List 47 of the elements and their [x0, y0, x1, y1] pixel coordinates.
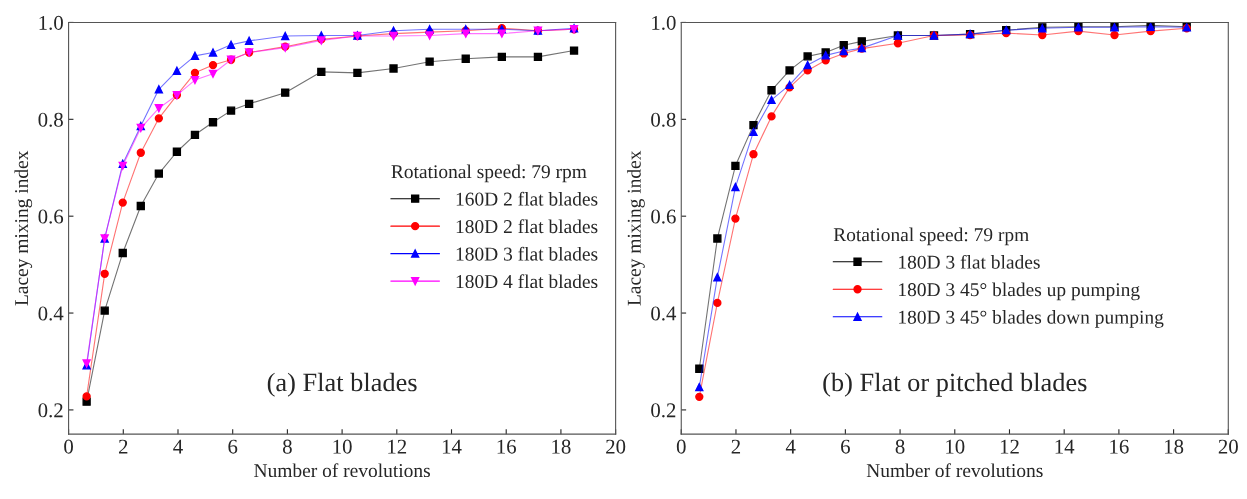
- x-tick-label: 10: [946, 439, 965, 454]
- x-tick-label: 0: [64, 439, 73, 454]
- x-tick-label: 4: [785, 439, 796, 454]
- legend-title: Rotational speed: 79 rpm: [391, 164, 587, 183]
- y-tick-label: 0.6: [651, 209, 676, 224]
- annotation: (b) Flat or pitched blades: [823, 372, 1087, 397]
- legend-label: 180D 3 flat blades: [456, 246, 598, 261]
- x-tick-label: 14: [1055, 439, 1075, 454]
- x-axis-title: Number of revolutions: [254, 463, 430, 478]
- x-tick-label: 2: [731, 439, 741, 454]
- x-tick-label: 0: [676, 439, 686, 454]
- legend-label: 160D 2 flat blades: [456, 191, 598, 206]
- x-tick-label: 20: [1218, 439, 1238, 454]
- y-tick-label: 1.0: [652, 15, 676, 30]
- y-tick-label: 0.8: [651, 112, 676, 127]
- x-tick-label: 16: [497, 439, 517, 454]
- x-tick-label: 4: [173, 439, 183, 454]
- legend-label: 180D 3 flat blades: [899, 254, 1040, 269]
- y-axis-title: Lacey mixing index: [627, 150, 645, 306]
- x-tick-label: 16: [1110, 439, 1129, 454]
- annotation: (a) Flat blades: [267, 372, 417, 397]
- x-tick-label: 20: [606, 439, 626, 454]
- x-tick-label: 14: [442, 439, 462, 454]
- y-tick-label: 0.2: [38, 403, 63, 418]
- y-tick-label: 1.0: [39, 15, 63, 30]
- x-tick-label: 8: [282, 439, 292, 454]
- x-tick-label: 18: [552, 439, 571, 454]
- legend-label: 180D 3 45° blades up pumping: [899, 282, 1140, 301]
- x-tick-label: 12: [388, 439, 407, 454]
- x-tick-label: 10: [333, 439, 352, 454]
- y-tick-label: 0.6: [38, 209, 64, 224]
- y-tick-label: 0.4: [651, 306, 677, 321]
- x-tick-label: 12: [1000, 439, 1019, 454]
- legend-title: Rotational speed: 79 rpm: [833, 227, 1029, 246]
- x-tick-label: 2: [118, 439, 128, 454]
- y-tick-label: 0.4: [38, 306, 64, 321]
- x-tick-label: 6: [228, 439, 238, 454]
- y-axis-title: Lacey mixing index: [14, 150, 33, 306]
- y-tick-label: 0.8: [38, 112, 63, 127]
- x-tick-label: 6: [841, 439, 850, 454]
- x-tick-label: 18: [1165, 439, 1184, 454]
- x-tick-label: 8: [895, 439, 905, 454]
- legend-label: 180D 2 flat blades: [456, 219, 598, 234]
- x-axis-title: Number of revolutions: [866, 463, 1043, 478]
- legend-label: 180D 3 45° blades down pumping: [899, 310, 1164, 328]
- legend-label: 180D 4 flat blades: [456, 274, 598, 289]
- y-tick-label: 0.2: [651, 403, 676, 418]
